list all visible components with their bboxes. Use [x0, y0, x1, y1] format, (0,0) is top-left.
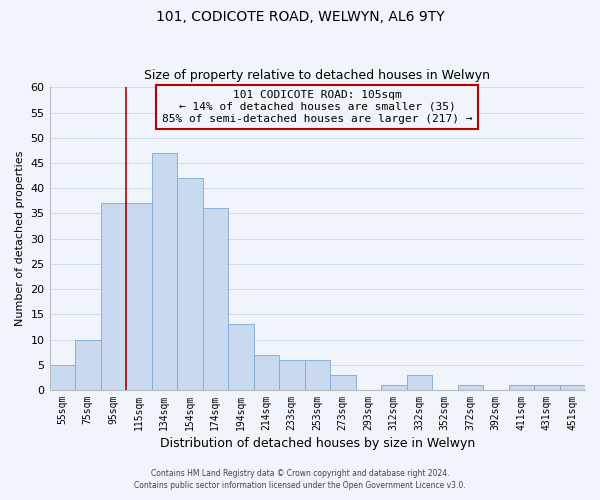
Text: Contains HM Land Registry data © Crown copyright and database right 2024.
Contai: Contains HM Land Registry data © Crown c… — [134, 468, 466, 490]
Bar — [534, 385, 560, 390]
Text: 101 CODICOTE ROAD: 105sqm
← 14% of detached houses are smaller (35)
85% of semi-: 101 CODICOTE ROAD: 105sqm ← 14% of detac… — [162, 90, 473, 124]
Bar — [560, 385, 585, 390]
Text: 101, CODICOTE ROAD, WELWYN, AL6 9TY: 101, CODICOTE ROAD, WELWYN, AL6 9TY — [155, 10, 445, 24]
Bar — [509, 385, 534, 390]
Bar — [177, 178, 203, 390]
Bar — [279, 360, 305, 390]
X-axis label: Distribution of detached houses by size in Welwyn: Distribution of detached houses by size … — [160, 437, 475, 450]
Bar — [126, 204, 152, 390]
Bar — [407, 375, 432, 390]
Bar — [254, 354, 279, 390]
Y-axis label: Number of detached properties: Number of detached properties — [15, 151, 25, 326]
Bar — [458, 385, 483, 390]
Bar — [203, 208, 228, 390]
Bar — [330, 375, 356, 390]
Bar — [101, 204, 126, 390]
Bar — [75, 340, 101, 390]
Bar — [381, 385, 407, 390]
Bar — [305, 360, 330, 390]
Bar — [228, 324, 254, 390]
Bar — [50, 364, 75, 390]
Title: Size of property relative to detached houses in Welwyn: Size of property relative to detached ho… — [144, 69, 490, 82]
Bar — [152, 153, 177, 390]
